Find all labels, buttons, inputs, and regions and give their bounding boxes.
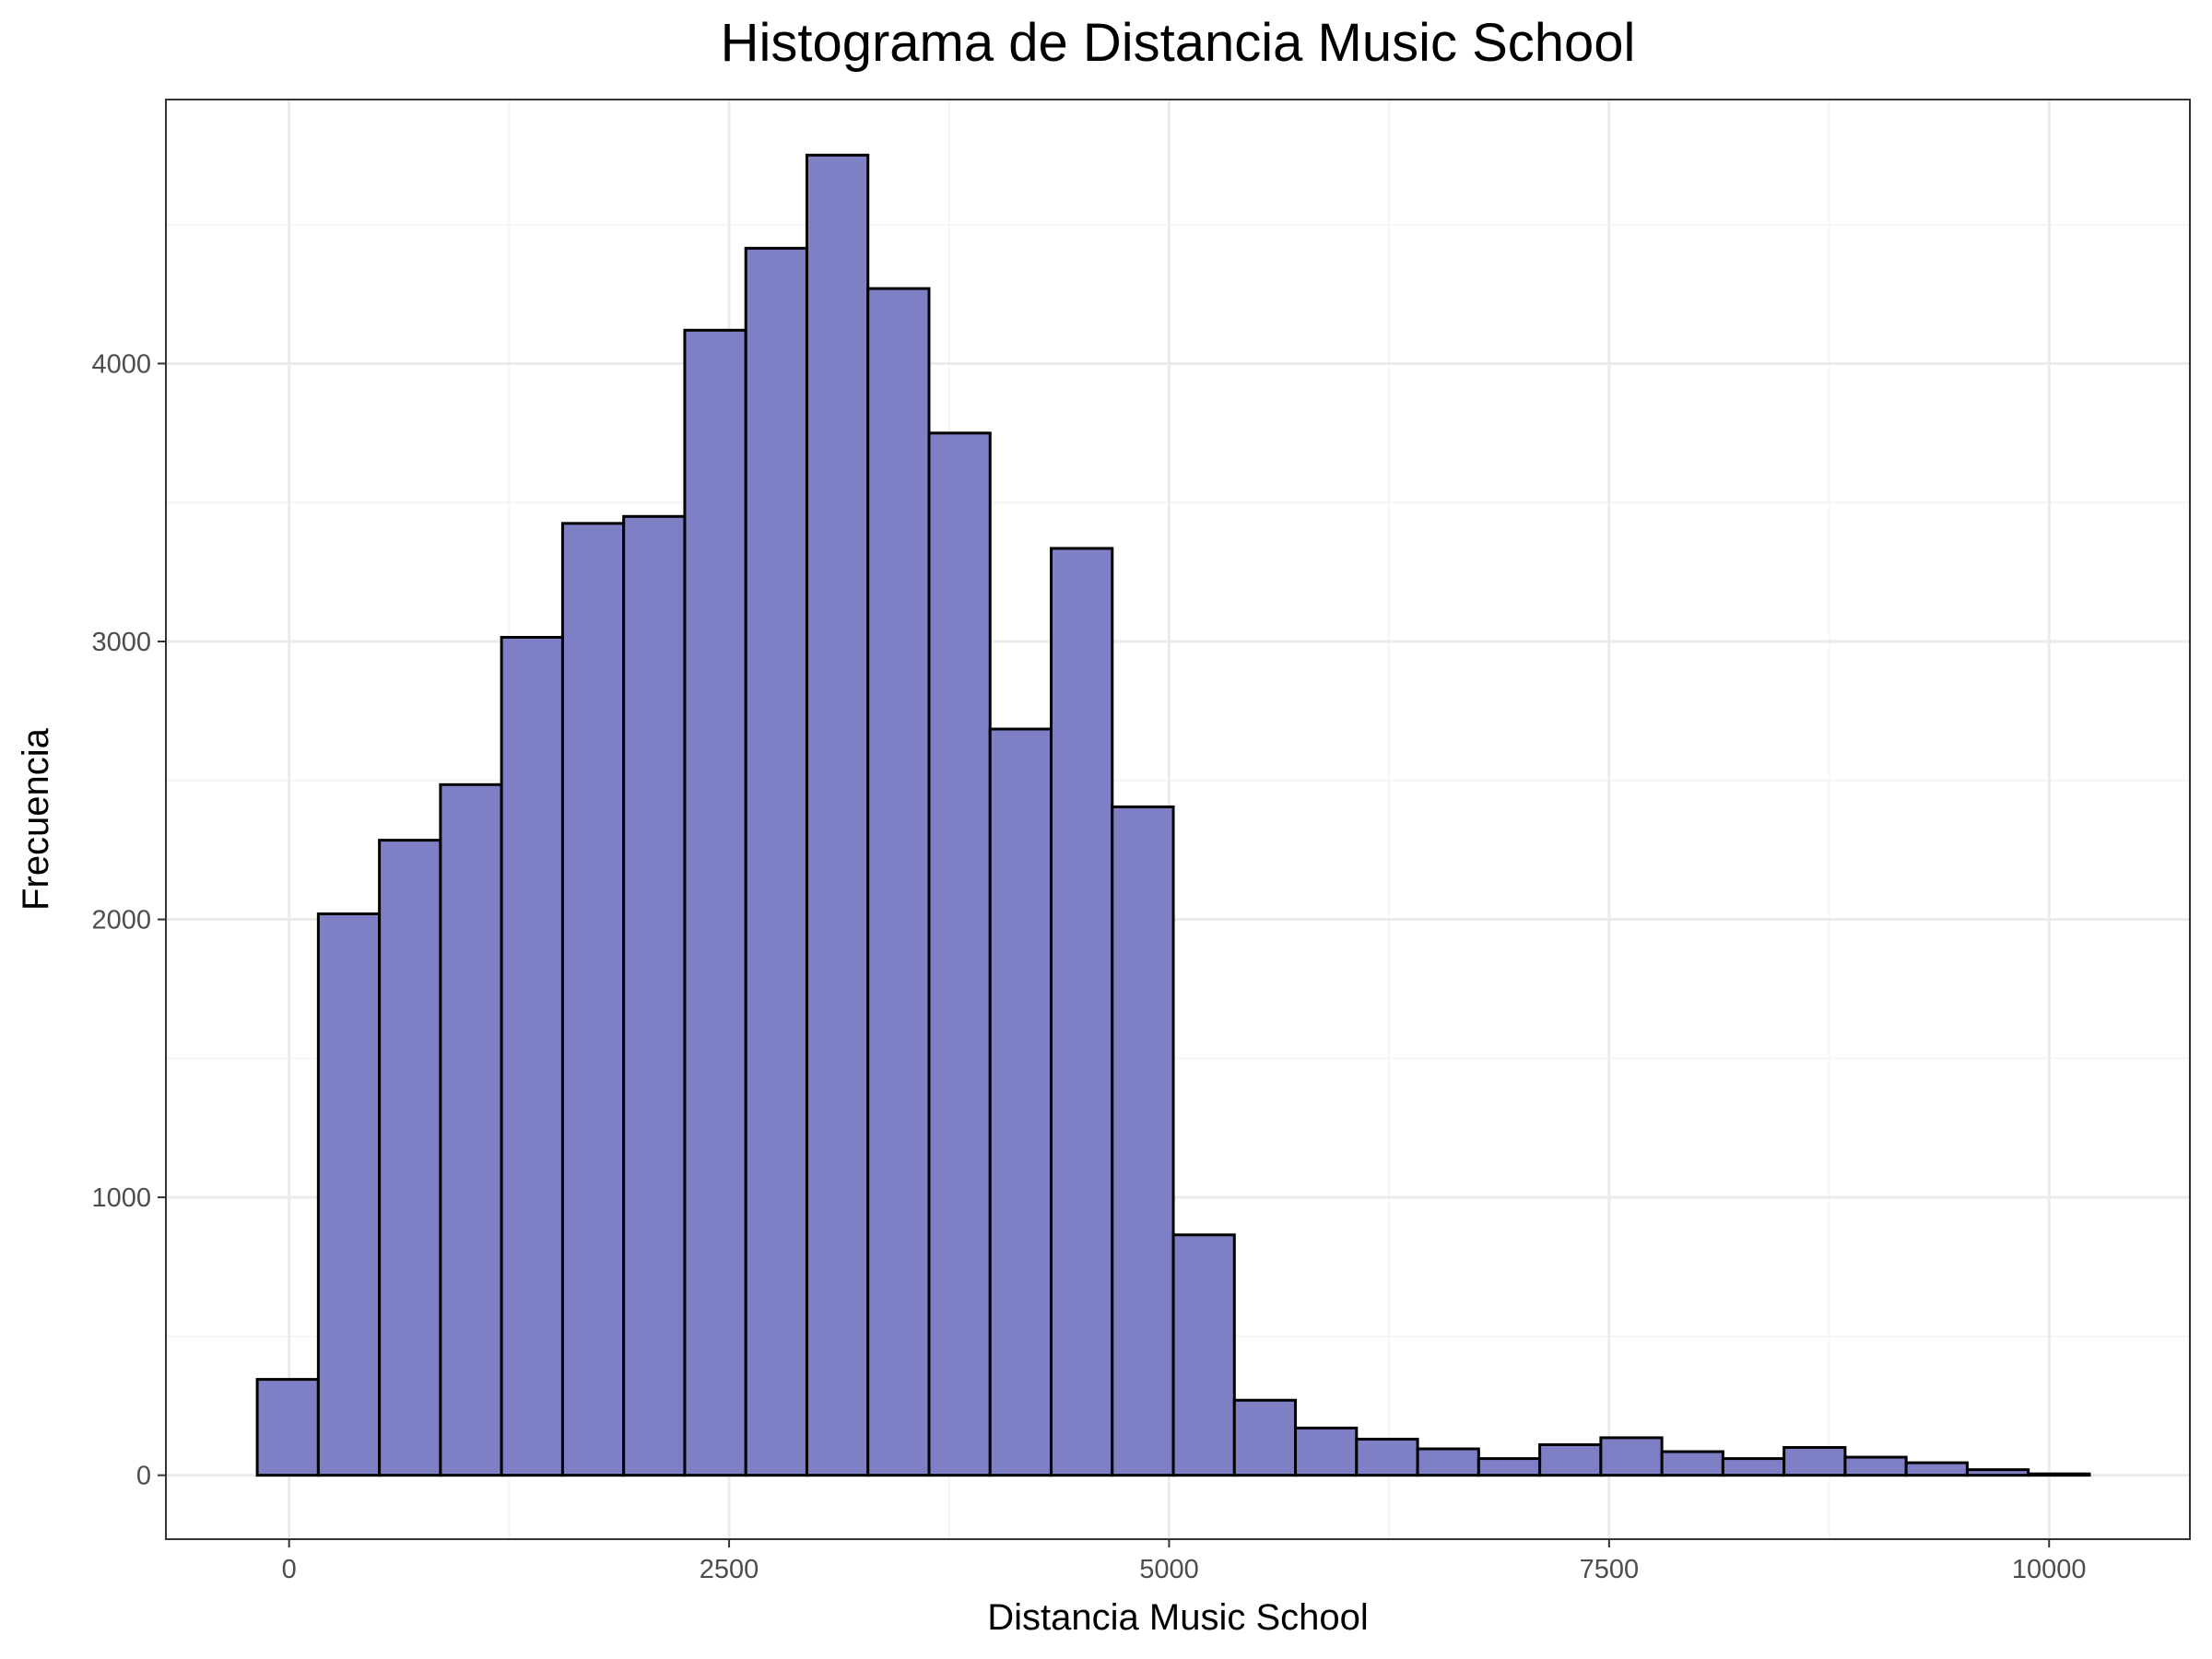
panel-border — [165, 99, 2191, 1540]
histogram-bars — [255, 153, 2091, 1477]
histogram-bar — [683, 328, 747, 1477]
histogram-bar — [1965, 1468, 2030, 1477]
histogram-bar — [255, 1378, 320, 1477]
histogram-bar — [1904, 1461, 1969, 1477]
histogram-bar — [866, 287, 931, 1477]
histogram-bar — [1355, 1437, 1419, 1477]
histogram-bar — [805, 153, 870, 1477]
x-tick-label: 10000 — [2012, 1555, 2087, 1584]
chart-title: Histograma de Distancia Music School — [721, 13, 1636, 73]
x-tick-label: 2500 — [700, 1555, 759, 1584]
histogram-bar — [378, 839, 442, 1477]
x-axis-ticks: 0 2500 5000 7500 10000 — [282, 1539, 2087, 1584]
histogram-bar — [1721, 1457, 1786, 1477]
x-tick-label: 5000 — [1139, 1555, 1199, 1584]
histogram-bar — [1171, 1233, 1236, 1477]
histogram-bar — [1783, 1445, 1847, 1477]
y-tick-label: 2000 — [91, 906, 151, 935]
histogram-bar — [1232, 1398, 1298, 1477]
y-tick-label: 3000 — [91, 628, 151, 657]
x-tick-label: 0 — [282, 1555, 297, 1584]
y-tick-label: 1000 — [91, 1183, 151, 1213]
x-tick-label: 7500 — [1580, 1555, 1640, 1584]
histogram-bar — [1050, 547, 1114, 1477]
histogram-bar — [1538, 1442, 1603, 1477]
y-axis-ticks: 0 1000 2000 3000 4000 — [91, 349, 166, 1491]
histogram-bar — [560, 522, 626, 1477]
histogram-bar — [1843, 1455, 1908, 1477]
histogram-bar — [744, 246, 808, 1477]
histogram-bar — [988, 727, 1053, 1477]
histogram-bar — [316, 912, 382, 1477]
y-tick-label: 4000 — [91, 349, 151, 379]
histogram-bar — [1416, 1447, 1480, 1477]
histogram-bar — [500, 635, 564, 1477]
histogram-bar — [1599, 1436, 1664, 1477]
histogram-bar — [1111, 805, 1175, 1477]
histogram-bar — [1294, 1426, 1359, 1477]
histogram-bar — [1477, 1457, 1542, 1477]
x-axis-label: Distancia Music School — [987, 1597, 1369, 1638]
histogram-bar — [927, 431, 992, 1477]
y-tick-label: 0 — [136, 1462, 151, 1491]
histogram-bar — [622, 514, 687, 1477]
histogram-bar — [1660, 1450, 1724, 1477]
y-axis-label: Frecuencia — [16, 727, 56, 911]
histogram-bar — [2027, 1472, 2091, 1477]
histogram-bar — [439, 782, 503, 1477]
